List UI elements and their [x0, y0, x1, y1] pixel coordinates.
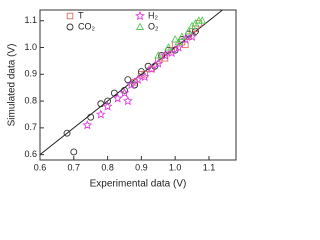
x-tick-label: 1.1	[203, 162, 216, 172]
marker-triangle	[177, 32, 186, 40]
marker-square	[66, 12, 74, 20]
x-axis-label: Experimental data (V)	[90, 179, 187, 190]
x-tick-label: 0.8	[101, 162, 114, 172]
marker-circle	[121, 86, 128, 94]
marker-circle	[124, 76, 132, 84]
marker-star	[112, 93, 123, 103]
x-tick-label: 1.0	[169, 162, 182, 172]
legend-label: H₂	[148, 10, 158, 20]
y-tick-label: 0.7	[24, 122, 37, 132]
y-tick-label: 1.0	[24, 42, 37, 52]
marker-star	[146, 63, 157, 74]
marker-star	[160, 50, 170, 60]
marker-star	[95, 109, 106, 119]
marker-circle	[97, 100, 105, 108]
marker-star	[82, 120, 93, 130]
marker-circle	[66, 23, 74, 31]
marker-triangle	[154, 51, 163, 59]
marker-star	[180, 34, 191, 44]
marker-star	[173, 42, 184, 52]
marker-star	[122, 95, 133, 106]
marker-circle	[158, 52, 166, 59]
marker-triangle	[184, 26, 193, 35]
x-tick-label: 0.9	[135, 162, 148, 172]
marker-triangle	[135, 22, 145, 30]
marker-star	[126, 79, 137, 90]
marker-triangle	[174, 37, 183, 46]
marker-circle	[137, 68, 145, 76]
chart: Experimental data (V) Simulated data (V)…	[7, 9, 237, 190]
plot-frame	[39, 9, 237, 161]
marker-star	[139, 71, 150, 82]
marker-circle	[110, 89, 118, 97]
marker-star	[166, 47, 177, 58]
y-tick-label: 0.9	[24, 69, 37, 79]
marker-square	[182, 41, 189, 49]
x-tick-label: 0.6	[34, 162, 47, 172]
marker-circle	[104, 97, 112, 105]
marker-star	[119, 87, 130, 98]
y-tick-label: 0.6	[24, 149, 37, 159]
marker-circle	[87, 113, 95, 121]
legend-label: T	[78, 10, 84, 20]
marker-star	[102, 101, 113, 111]
x-tick-label: 0.7	[68, 162, 81, 172]
y-tick-label: 1.1	[24, 15, 37, 25]
legend-label: O₂	[148, 21, 159, 31]
marker-circle	[131, 81, 139, 89]
marker-triangle	[171, 35, 180, 43]
marker-star	[187, 31, 197, 41]
legend-label: CO₂	[78, 21, 96, 31]
marker-triangle	[198, 16, 207, 24]
marker-circle	[63, 129, 71, 137]
y-tick-label: 0.8	[24, 95, 37, 105]
marker-star	[135, 10, 145, 21]
marker-circle	[70, 148, 78, 156]
marker-triangle	[164, 43, 173, 51]
marker-star	[153, 58, 164, 68]
y-axis-label: Simulated data (V)	[7, 44, 18, 127]
marker-star	[133, 74, 143, 84]
